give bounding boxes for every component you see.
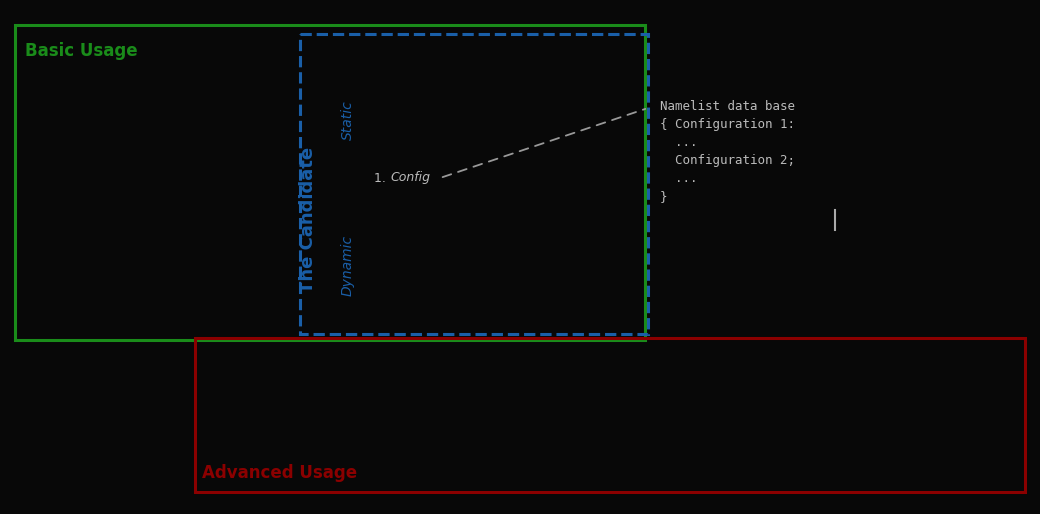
- Text: Namelist data base: Namelist data base: [660, 100, 795, 113]
- Text: Advanced Usage: Advanced Usage: [202, 464, 357, 482]
- Text: 1.: 1.: [374, 172, 390, 185]
- Text: { Configuration 1:: { Configuration 1:: [660, 118, 795, 131]
- Text: Config: Config: [390, 172, 430, 185]
- Bar: [300, 34, 648, 334]
- Text: The Candidate: The Candidate: [300, 147, 317, 293]
- Text: Static: Static: [341, 100, 355, 140]
- Text: }: }: [660, 190, 668, 203]
- Text: Configuration 2;: Configuration 2;: [660, 154, 795, 167]
- Bar: [196, 338, 1025, 492]
- Text: ...: ...: [660, 172, 698, 185]
- Bar: [15, 25, 645, 340]
- Text: Dynamic: Dynamic: [341, 234, 355, 296]
- Text: Basic Usage: Basic Usage: [25, 42, 137, 60]
- Text: ...: ...: [660, 136, 698, 149]
